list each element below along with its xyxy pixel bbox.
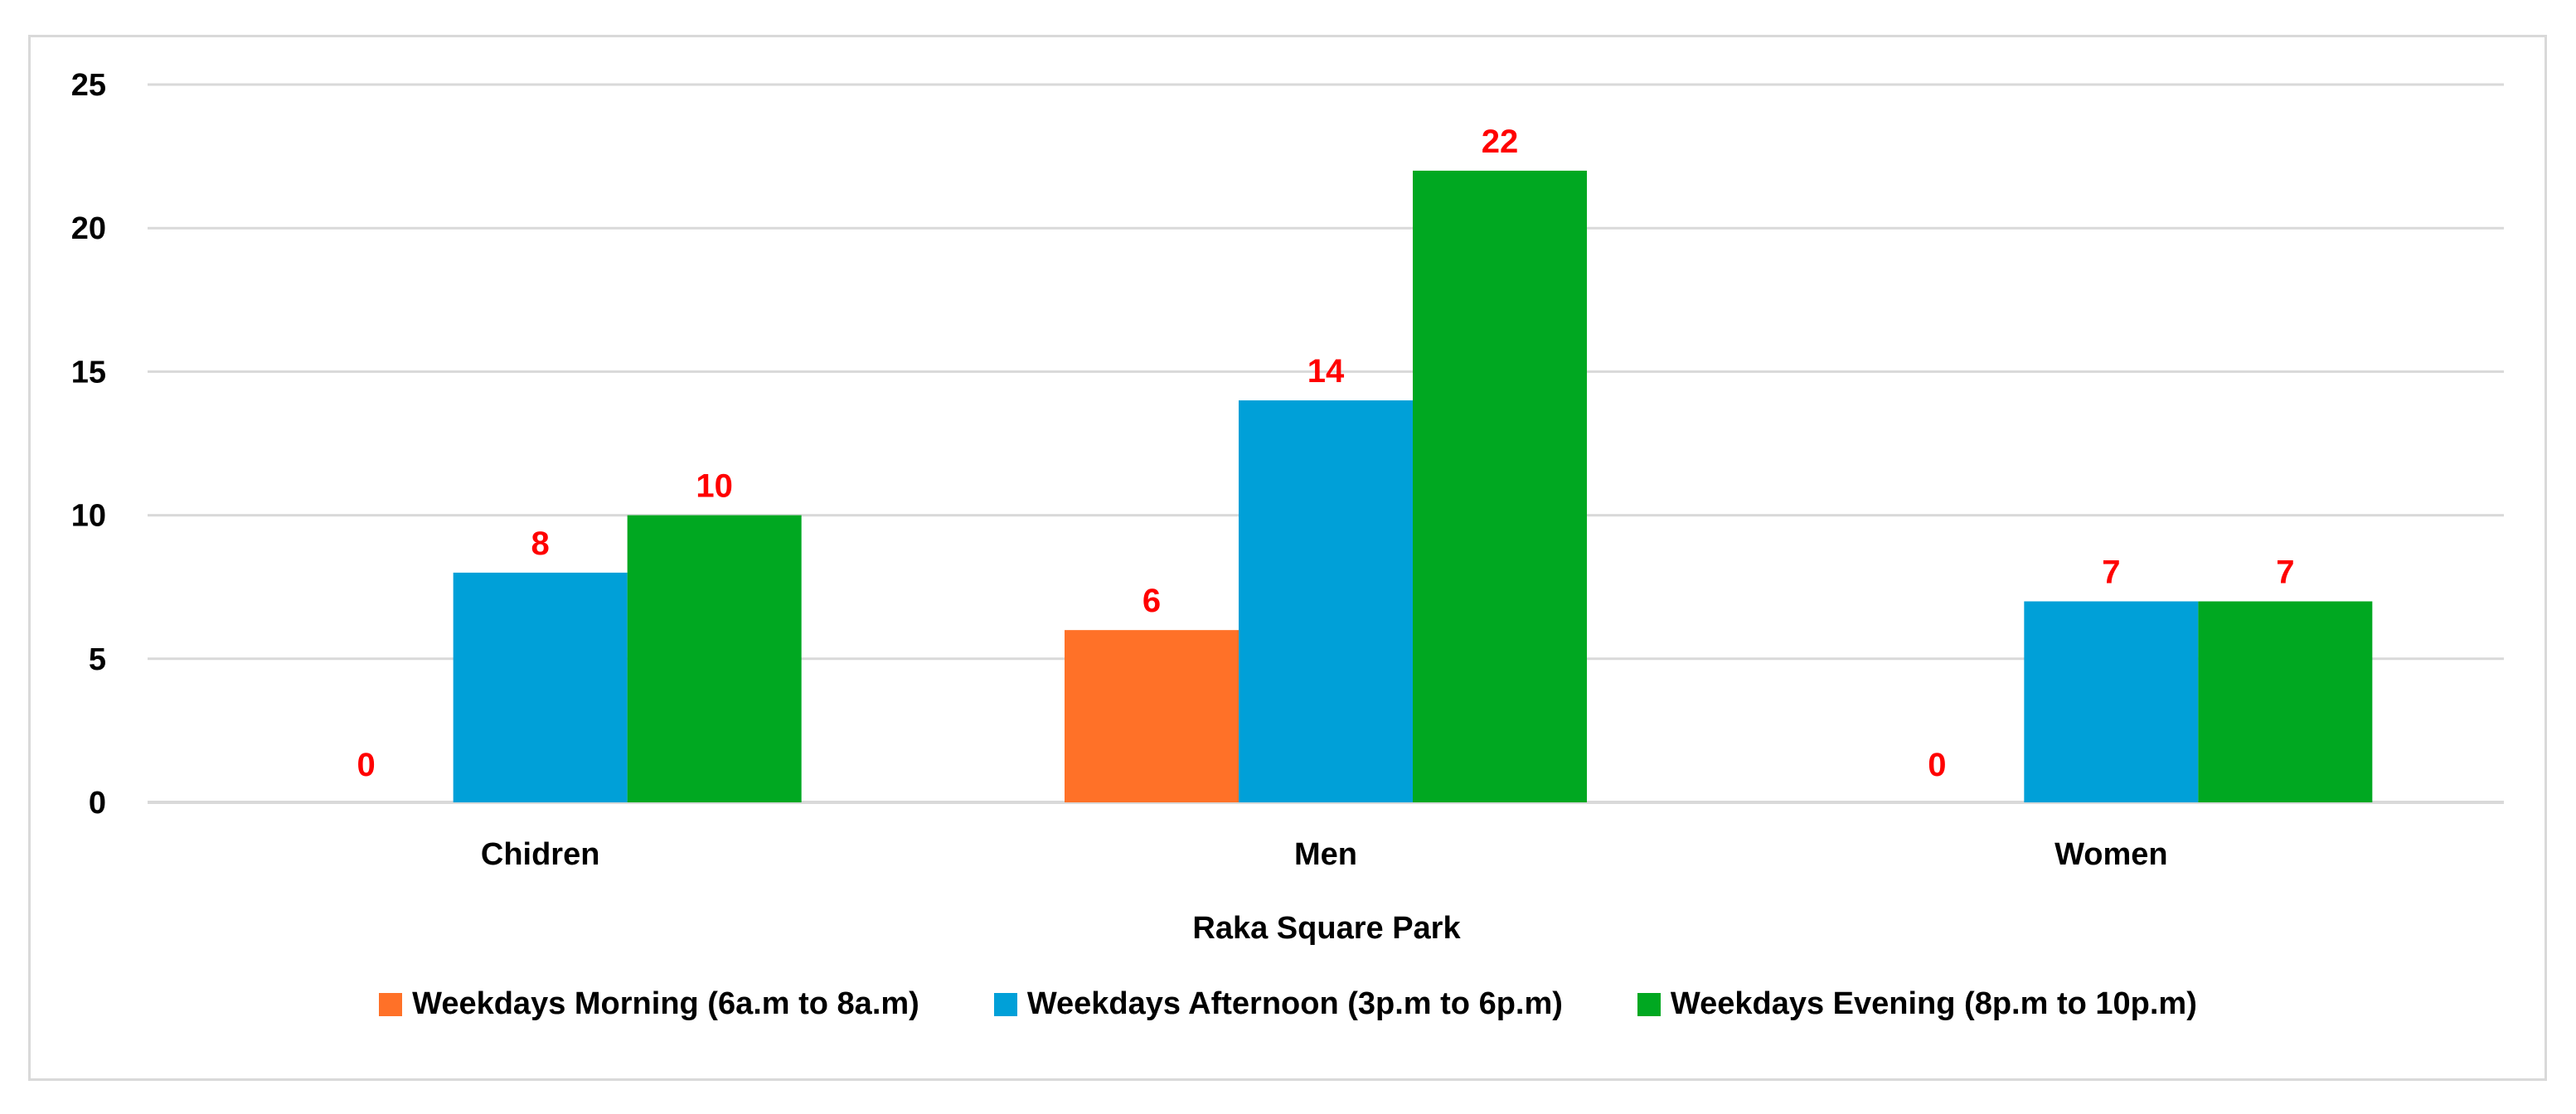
y-tick-label: 20 — [71, 211, 106, 246]
bar — [1065, 630, 1239, 802]
data-label: 0 — [1928, 747, 1946, 783]
legend-item: Weekdays Evening (8p.m to 10p.m) — [1637, 986, 2197, 1022]
data-label: 0 — [357, 747, 376, 783]
bar — [453, 572, 628, 802]
data-label: 7 — [2276, 555, 2294, 591]
bar — [627, 515, 802, 802]
x-axis-title: Raka Square Park — [1192, 911, 1461, 946]
data-label: 22 — [1482, 124, 1519, 160]
bar — [2198, 601, 2373, 802]
x-axis-categories: Chidren Men Women — [481, 837, 2168, 872]
legend-label: Weekdays Morning (6a.m to 8a.m) — [412, 986, 919, 1021]
legend: Weekdays Morning (6a.m to 8a.m) Weekdays … — [0, 986, 2576, 1022]
bar — [1239, 400, 1413, 802]
data-label: 14 — [1307, 353, 1345, 390]
legend-label: Weekdays Afternoon (3p.m to 6p.m) — [1026, 986, 1563, 1021]
y-tick-label: 10 — [71, 499, 106, 534]
data-label: 8 — [531, 526, 550, 562]
bars — [453, 170, 2373, 803]
legend-item: Weekdays Afternoon (3p.m to 6p.m) — [993, 986, 1563, 1022]
data-label: 10 — [696, 468, 733, 505]
legend-item: Weekdays Morning (6a.m to 8a.m) — [379, 986, 919, 1022]
x-category-label: Women — [2054, 837, 2168, 872]
y-tick-label: 15 — [71, 355, 106, 390]
y-axis-ticks: 0 5 10 15 20 25 — [71, 68, 106, 821]
x-category-label: Chidren — [481, 837, 600, 872]
legend-swatch — [379, 992, 403, 1016]
legend-swatch — [1637, 992, 1661, 1016]
y-tick-label: 5 — [89, 642, 106, 677]
y-tick-label: 0 — [89, 786, 106, 821]
legend-label: Weekdays Evening (8p.m to 10p.m) — [1670, 986, 2197, 1021]
legend-swatch — [993, 992, 1017, 1016]
data-label: 7 — [2102, 555, 2120, 591]
x-category-label: Men — [1294, 837, 1357, 872]
bar — [2024, 601, 2199, 802]
bar — [1413, 170, 1587, 803]
y-tick-label: 25 — [71, 68, 106, 103]
data-labels: 0 8 10 6 14 22 0 7 7 — [357, 124, 2295, 783]
data-label: 6 — [1142, 583, 1161, 619]
